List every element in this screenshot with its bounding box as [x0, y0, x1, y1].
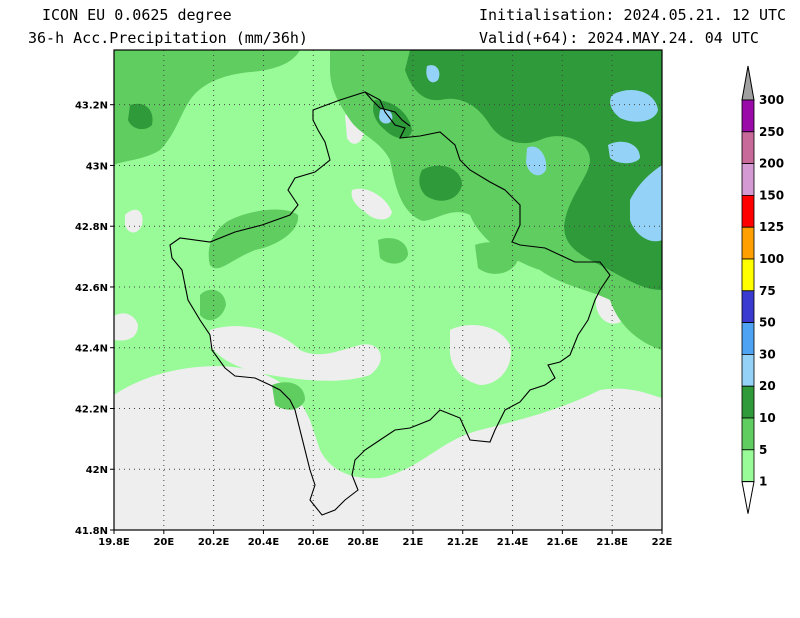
colorbar-segment — [741, 131, 755, 165]
map-gridlines — [114, 50, 662, 530]
band-5-10-west — [208, 209, 299, 269]
band-20-30-ne-1 — [610, 90, 658, 122]
band-20-30-east — [630, 165, 662, 242]
colorbar-segment — [741, 385, 755, 419]
colorbar: 300 250 200 150 125 100 75 50 30 20 10 5 1 — [741, 65, 784, 514]
colorbar-label: 75 — [759, 284, 776, 298]
band-5-10-east-edge — [640, 313, 662, 346]
x-tick-label: 21.6E — [547, 537, 579, 548]
dry-area-south — [114, 366, 662, 530]
colorbar-label: 150 — [759, 188, 784, 202]
band-5-10-center — [378, 238, 408, 264]
band-5-10-west-2 — [200, 289, 226, 321]
dry-area-east — [449, 325, 511, 385]
x-tick-label: 20.4E — [248, 537, 280, 548]
field-title: 36-h Acc.Precipitation (mm/36h) — [28, 29, 308, 47]
colorbar-segment — [741, 353, 755, 387]
dry-area-north — [351, 188, 392, 220]
x-tick-label: 21.8E — [596, 537, 628, 548]
plot-frame — [113, 49, 663, 531]
band-5-10-center-east — [475, 242, 518, 274]
colorbar-bottom-arrow — [741, 481, 755, 514]
y-tick-label: 43N — [86, 161, 108, 172]
band-5-10-south — [272, 382, 305, 410]
band-10-20-northeast — [405, 50, 662, 290]
colorbar-label: 300 — [759, 93, 784, 107]
x-tick-label: 20.2E — [198, 537, 230, 548]
colorbar-label: 1 — [759, 475, 767, 489]
y-tick-label: 42N — [86, 465, 108, 476]
border-segment-north — [364, 91, 411, 127]
colorbar-segment — [741, 194, 755, 228]
colorbar-label: 20 — [759, 379, 776, 393]
colorbar-segment — [741, 322, 755, 355]
initialisation-time: Initialisation: 2024.05.21. 12 UTC — [479, 6, 787, 24]
band-20-30-north — [426, 65, 440, 83]
y-tick-label: 43.2N — [75, 101, 108, 112]
colorbar-label: 30 — [759, 347, 776, 361]
x-tick-label: 20.6E — [298, 537, 330, 548]
colorbar-segment — [741, 417, 755, 451]
y-tick-label: 42.4N — [75, 344, 108, 355]
band-10-20-center-north — [419, 165, 462, 201]
y-tick-label: 42.6N — [75, 283, 108, 294]
dry-area-northwest — [125, 209, 143, 233]
model-title: ICON EU 0.0625 degree — [42, 6, 232, 24]
colorbar-label: 250 — [759, 125, 784, 139]
band-20-30-ne-2 — [608, 141, 640, 164]
colorbar-segment — [741, 226, 755, 260]
x-axis: 19.8E 20E 20.2E 20.4E 20.6E 20.8E 21E 21.2E 21.4… — [98, 530, 673, 548]
y-axis: 41.8N 42N 42.2N 42.4N 42.6N 42.8N 43N 43.2N — [75, 101, 114, 537]
colorbar-label: 100 — [759, 252, 784, 266]
colorbar-segment — [741, 449, 755, 482]
x-tick-label: 20.8E — [347, 537, 379, 548]
band-10-20-west — [128, 103, 153, 130]
country-border — [169, 91, 611, 516]
precipitation-field — [114, 50, 662, 530]
valid-time: Valid(+64): 2024.MAY.24. 04 UTC — [479, 29, 759, 47]
band-5-10-northwest — [114, 50, 300, 165]
y-tick-label: 42.8N — [75, 222, 108, 233]
x-tick-label: 21E — [403, 537, 424, 548]
colorbar-segment — [741, 163, 755, 196]
x-tick-label: 21.4E — [497, 537, 529, 548]
dry-area-southwest — [210, 326, 381, 381]
x-tick-label: 20E — [153, 537, 174, 548]
x-tick-label: 19.8E — [98, 537, 130, 548]
x-tick-label: 22E — [652, 537, 673, 548]
colorbar-label: 10 — [759, 411, 776, 425]
band-20-30-center-ne — [526, 146, 547, 176]
x-tick-label: 21.2E — [447, 537, 479, 548]
colorbar-label: 200 — [759, 157, 784, 171]
colorbar-segment — [741, 258, 755, 292]
colorbar-segment — [741, 99, 755, 133]
colorbar-label: 5 — [759, 443, 767, 457]
colorbar-segment — [741, 290, 755, 323]
dry-area-west — [114, 313, 138, 341]
colorbar-top-arrow — [741, 65, 755, 101]
y-tick-label: 41.8N — [75, 526, 108, 537]
colorbar-label: 50 — [759, 316, 776, 330]
y-tick-label: 42.2N — [75, 404, 108, 415]
colorbar-label: 125 — [759, 220, 784, 234]
band-20-30-north-2 — [379, 109, 393, 124]
